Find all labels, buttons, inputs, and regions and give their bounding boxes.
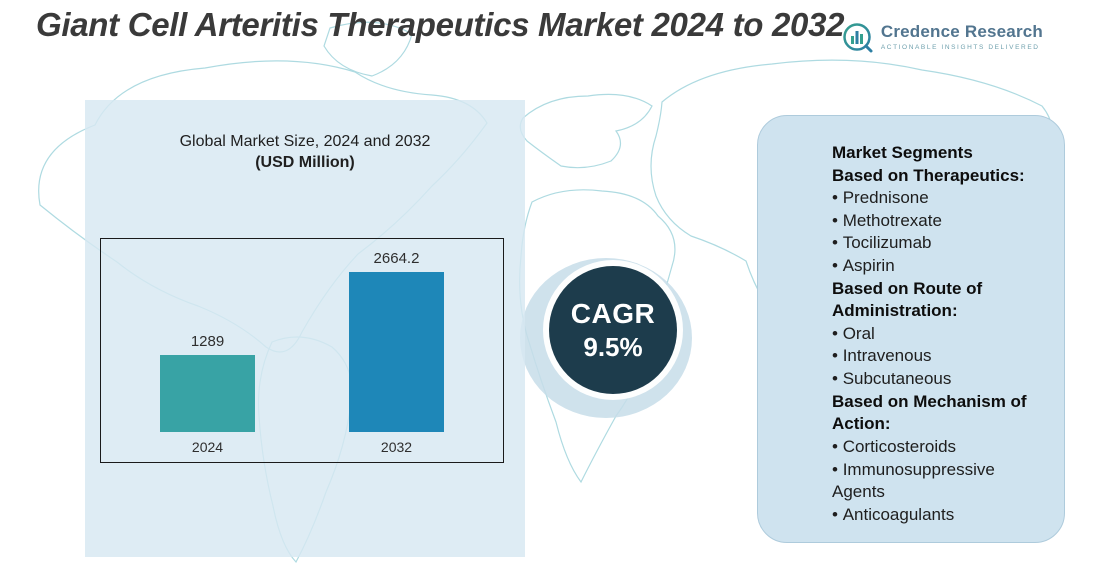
segment-item: Anticoagulants bbox=[832, 504, 1032, 527]
segment-item: Prednisone bbox=[832, 187, 1032, 210]
chart-title-block: Global Market Size, 2024 and 2032 (USD M… bbox=[85, 133, 525, 172]
segments-heading-therapeutics: Based on Therapeutics: bbox=[832, 165, 1025, 185]
segment-item: Methotrexate bbox=[832, 210, 1032, 233]
bar-chart-plot: 1289 2664.2 2024 2032 bbox=[100, 238, 504, 463]
map-europe bbox=[519, 93, 653, 169]
segment-item: Tocilizumab bbox=[832, 232, 1032, 255]
bar-group-2024: 1289 bbox=[160, 333, 255, 432]
logo-name: Credence Research bbox=[880, 22, 1043, 41]
segment-item: Subcutaneous bbox=[832, 368, 1032, 391]
cagr-value: 9.5% bbox=[583, 331, 643, 362]
segments-title: Market Segments bbox=[832, 143, 973, 162]
segments-heading-mechanism: Based on Mechanism of Action: bbox=[832, 391, 1027, 434]
x-label-2024: 2024 bbox=[191, 439, 224, 455]
bar-chart-bars: 1289 2664.2 bbox=[101, 239, 503, 432]
bar-value-2024: 1289 bbox=[190, 333, 225, 350]
bar-2032 bbox=[349, 272, 444, 432]
map-greenland bbox=[323, 21, 413, 77]
page-title: Giant Cell Arteritis Therapeutics Market… bbox=[36, 6, 845, 43]
logo-chart-icon bbox=[843, 23, 873, 53]
segment-item: Immunosuppressive Agents bbox=[832, 459, 1032, 504]
segment-item: Intravenous bbox=[832, 345, 1032, 368]
segment-item: Aspirin bbox=[832, 255, 1032, 278]
bar-value-2032: 2664.2 bbox=[373, 250, 420, 267]
cagr-badge: CAGR 9.5% bbox=[549, 266, 677, 394]
bar-2024 bbox=[160, 355, 255, 432]
chart-subtitle: (USD Million) bbox=[255, 154, 355, 171]
market-segments-panel: Market Segments Based on Therapeutics: P… bbox=[757, 115, 1065, 543]
segments-heading-route: Based on Route of Administration: bbox=[832, 278, 983, 321]
x-axis-labels: 2024 2032 bbox=[101, 439, 503, 455]
segment-item: Oral bbox=[832, 323, 1032, 346]
cagr-label: CAGR bbox=[570, 297, 656, 329]
chart-title: Global Market Size, 2024 and 2032 bbox=[179, 133, 431, 150]
logo-text: Credence Research Actionable Insights De… bbox=[881, 22, 1043, 51]
brand-logo: Credence Research Actionable Insights De… bbox=[842, 22, 1043, 54]
x-label-2032: 2032 bbox=[380, 439, 413, 455]
segment-item: Corticosteroids bbox=[832, 436, 1032, 459]
bar-group-2032: 2664.2 bbox=[349, 250, 444, 432]
logo-tagline: Actionable Insights Delivered bbox=[880, 44, 1040, 51]
market-size-panel: Global Market Size, 2024 and 2032 (USD M… bbox=[85, 100, 525, 557]
